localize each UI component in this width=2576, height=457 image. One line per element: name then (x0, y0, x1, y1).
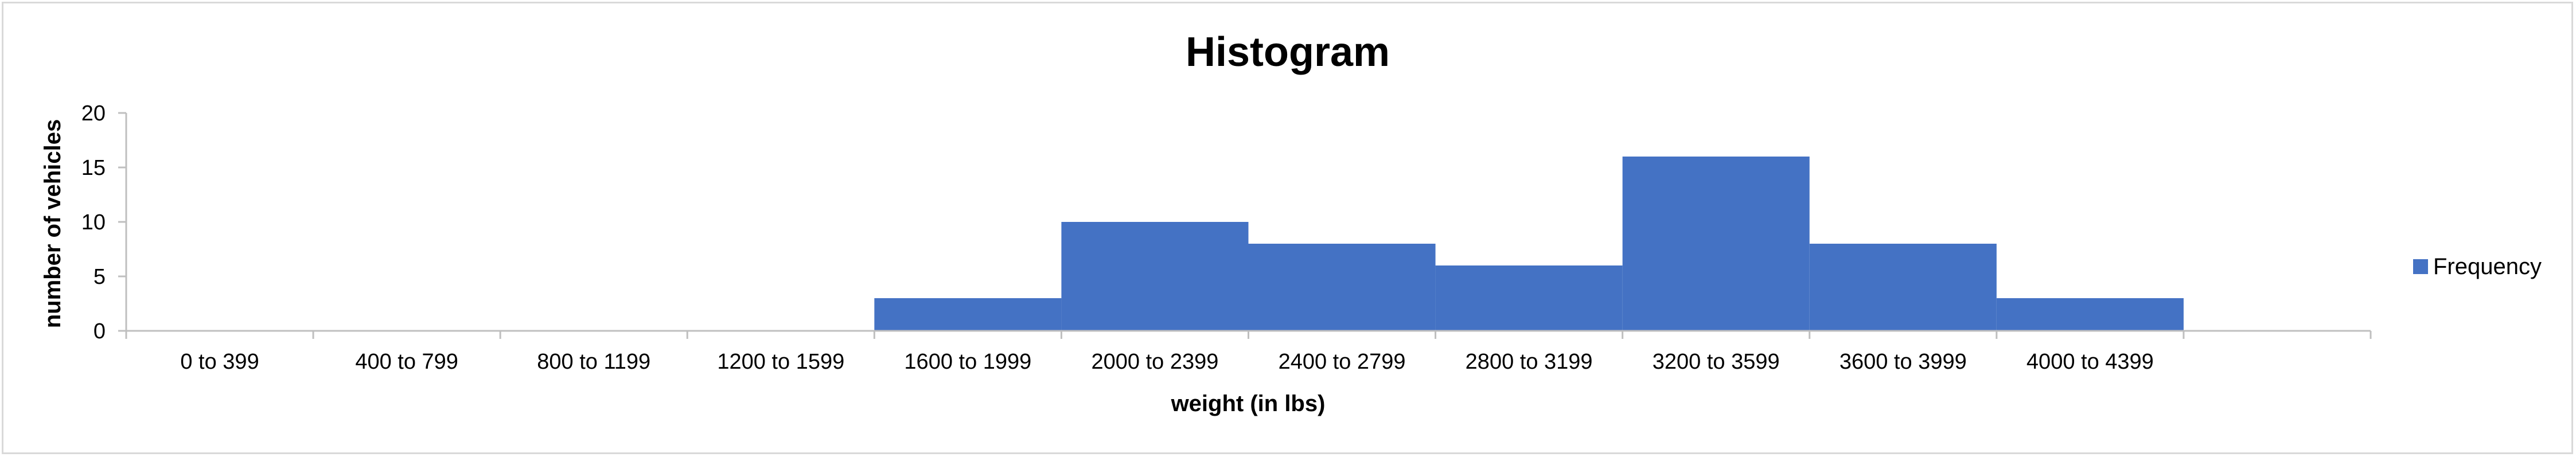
histogram-bar (1248, 244, 1436, 331)
histogram-bar (1061, 222, 1249, 331)
y-tick-label: 15 (81, 156, 106, 180)
histogram-bar (1996, 298, 2184, 331)
legend: Frequency (2413, 254, 2542, 279)
y-axis: 0 5 10 15 20 (81, 101, 127, 343)
x-tick-label: 4000 to 4399 (2026, 350, 2154, 374)
y-tick-label: 10 (81, 210, 106, 235)
x-tick-label: 3200 to 3599 (1653, 350, 1780, 374)
x-axis-title: weight (in lbs) (1171, 391, 1326, 416)
y-tick-label: 0 (93, 319, 106, 343)
histogram-bar (1622, 157, 1810, 331)
histogram-bar (1435, 265, 1623, 331)
x-axis: 0 to 399 400 to 799 800 to 1199 1200 to 159… (125, 330, 2372, 374)
x-tick-label: 3600 to 3999 (1840, 350, 1967, 374)
y-tick-label: 5 (93, 265, 106, 289)
x-tick-label: 2800 to 3199 (1466, 350, 1593, 374)
x-tick-label: 800 to 1199 (537, 350, 650, 374)
y-axis-title: number of vehicles (40, 119, 65, 329)
x-tick-label: 0 to 399 (180, 350, 259, 374)
x-tick-label: 2000 to 2399 (1092, 350, 1219, 374)
x-tick-label: 400 to 799 (355, 350, 458, 374)
x-tick-label: 1600 to 1999 (904, 350, 1031, 374)
histogram-bar (1809, 244, 1997, 331)
legend-swatch (2413, 259, 2428, 274)
plot-area (874, 157, 2184, 331)
legend-label: Frequency (2433, 254, 2542, 279)
x-tick-label: 1200 to 1599 (717, 350, 844, 374)
chart-title: Histogram (1186, 29, 1390, 75)
histogram-bar (874, 298, 1062, 331)
y-tick-label: 20 (81, 101, 106, 126)
x-tick-label: 2400 to 2799 (1279, 350, 1406, 374)
